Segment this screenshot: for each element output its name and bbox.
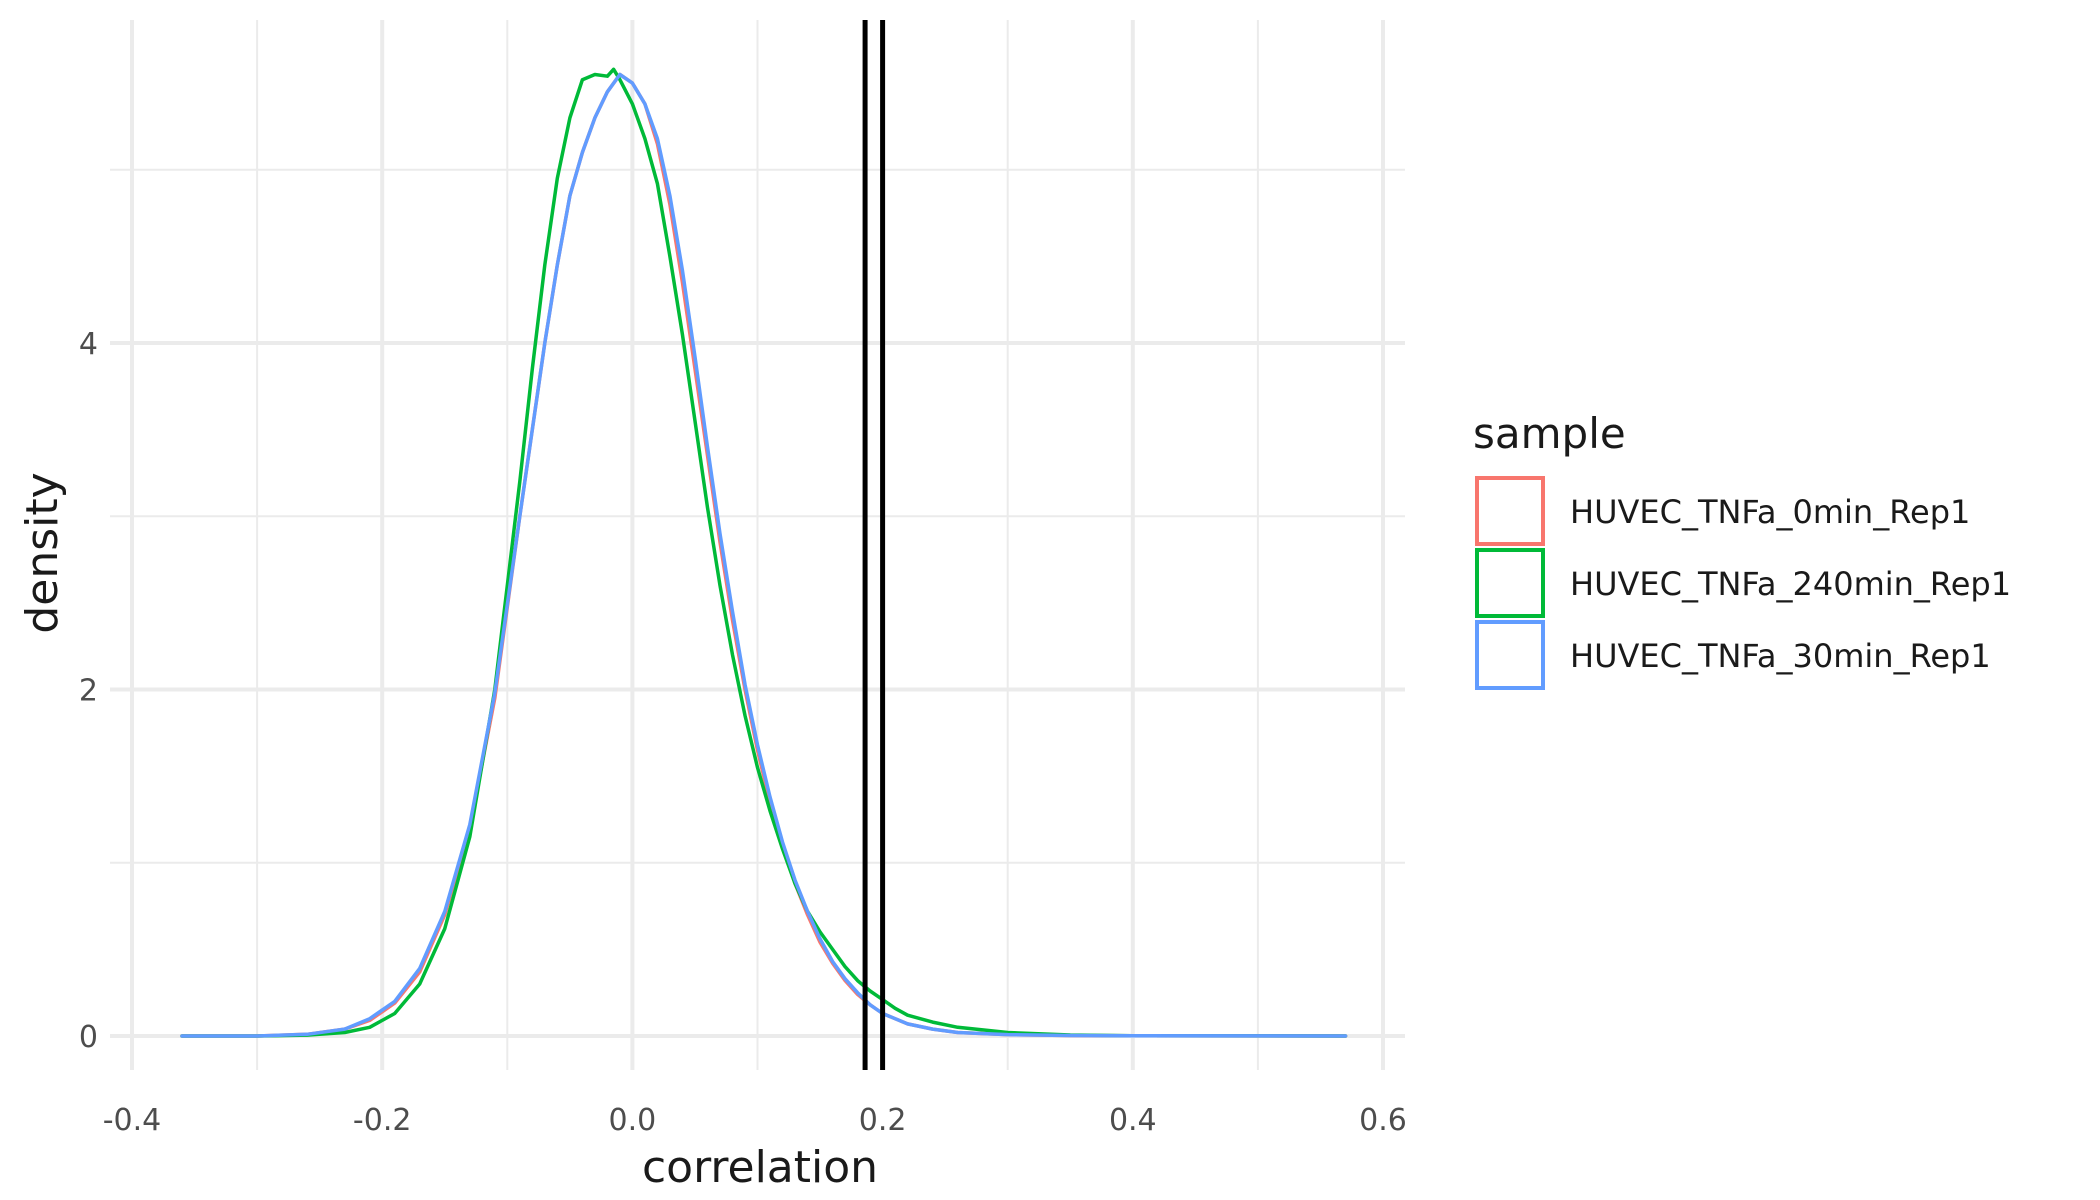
y-axis-title: density	[17, 472, 68, 633]
legend-key-2	[1475, 548, 1545, 618]
density-series	[180, 67, 1348, 1038]
density-line-3	[180, 72, 1348, 1038]
x-tick-label: 0.6	[1359, 1103, 1407, 1138]
density-line-1	[180, 72, 1348, 1038]
legend-label-2: HUVEC_TNFa_240min_Rep1	[1570, 565, 2011, 603]
x-tick-label: 0.0	[609, 1103, 657, 1138]
grid	[110, 20, 1405, 1070]
x-tick-label: 0.2	[859, 1103, 907, 1138]
legend: sample HUVEC_TNFa_0min_Rep1 HUVEC_TNFa_24…	[1473, 409, 2011, 690]
legend-title: sample	[1473, 409, 1626, 458]
x-axis-title: correlation	[642, 1142, 878, 1193]
x-tick-label: -0.4	[103, 1103, 162, 1138]
y-tick-label: 0	[79, 1020, 98, 1055]
legend-key-3	[1475, 620, 1545, 690]
legend-label-1: HUVEC_TNFa_0min_Rep1	[1570, 493, 1970, 531]
legend-label-3: HUVEC_TNFa_30min_Rep1	[1570, 637, 1991, 675]
y-tick-label: 2	[79, 674, 98, 709]
reference-lines	[862, 20, 886, 1070]
y-tick-label: 4	[79, 327, 98, 362]
x-tick-label: -0.2	[353, 1103, 412, 1138]
density-line-2	[180, 67, 1348, 1038]
legend-key-1	[1475, 476, 1545, 546]
axes: -0.4 -0.2 0.0 0.2 0.4 0.6 0 2 4	[79, 327, 1407, 1138]
x-tick-label: 0.4	[1109, 1103, 1157, 1138]
